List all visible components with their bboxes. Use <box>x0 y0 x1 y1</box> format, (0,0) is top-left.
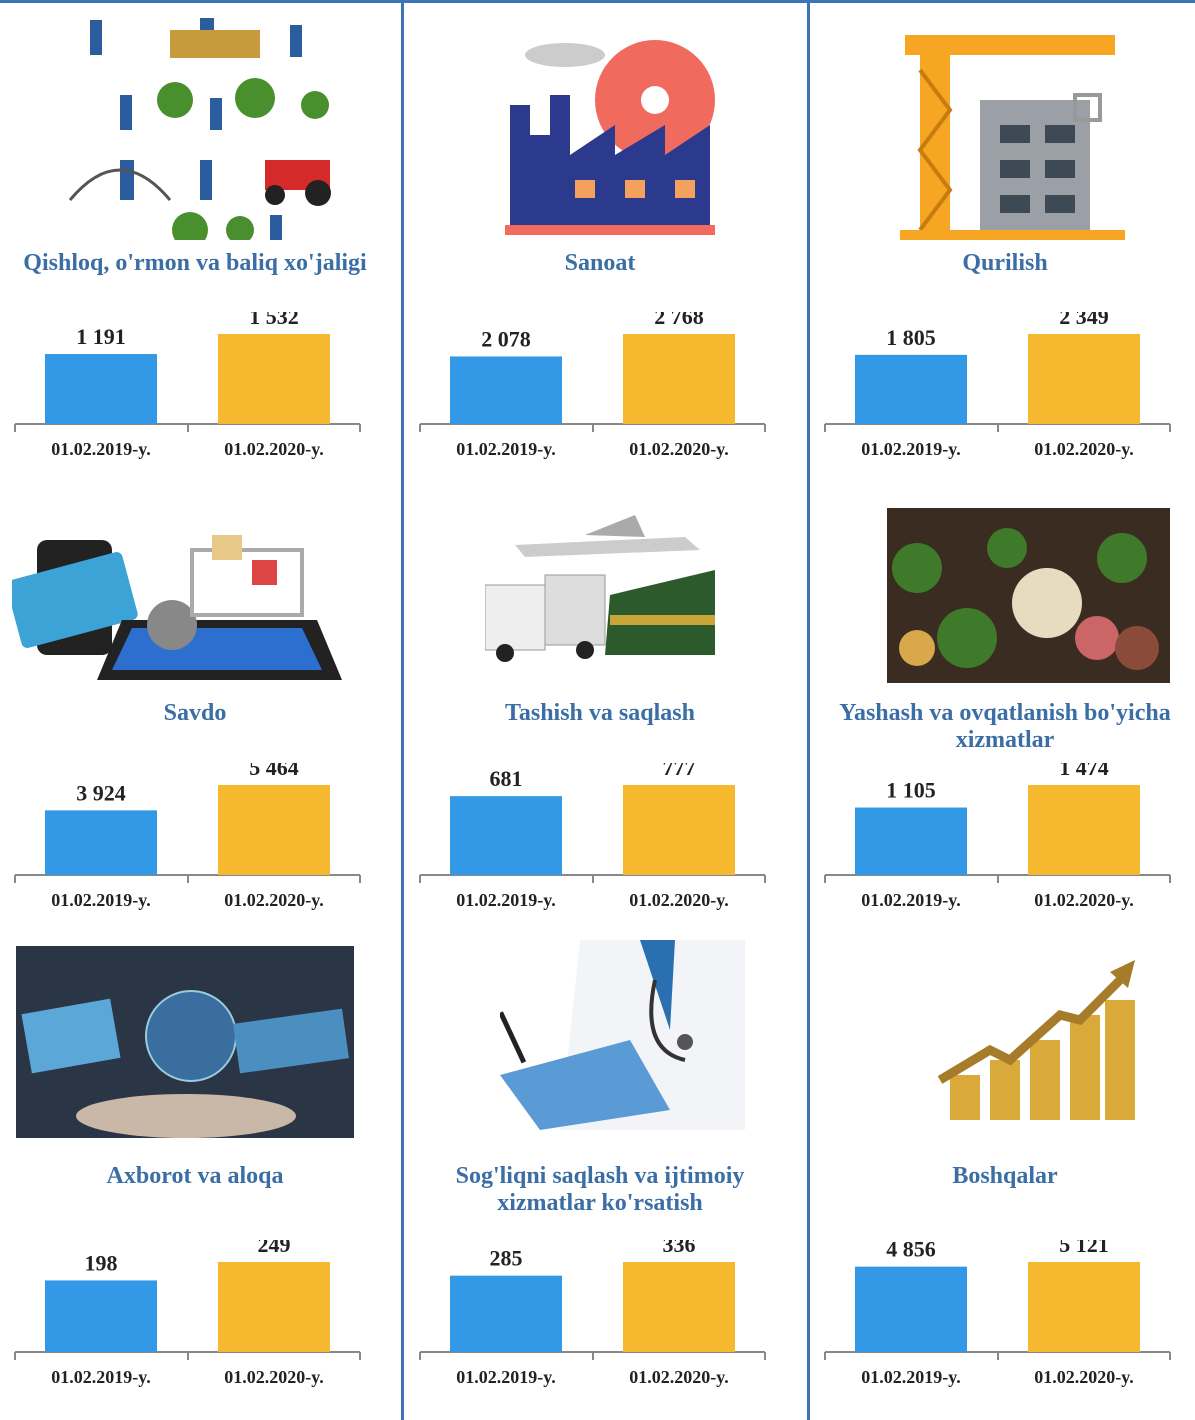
bar-chart: 3 924 01.02.2019-y. 5 464 01.02.2020-y. <box>14 763 361 910</box>
category-label: 01.02.2020-y. <box>224 439 324 459</box>
value-label: 1 105 <box>886 778 936 803</box>
bar <box>45 810 157 875</box>
category-label: 01.02.2020-y. <box>1034 890 1134 910</box>
top-border <box>0 0 1195 3</box>
bar <box>855 807 967 875</box>
bar <box>855 354 967 424</box>
category-label: 01.02.2019-y. <box>861 890 961 910</box>
panel-title: Qurilish <box>962 250 1048 276</box>
value-label: 5 121 <box>1059 1240 1109 1257</box>
category-label: 01.02.2020-y. <box>224 890 324 910</box>
value-label: 1 474 <box>1059 763 1109 780</box>
category-label: 01.02.2020-y. <box>629 1367 729 1387</box>
bar-chart: 4 856 01.02.2019-y. 5 121 01.02.2020-y. <box>824 1240 1171 1387</box>
bar <box>1028 334 1140 424</box>
panel-title: Sog'liqni saqlash va ijtimoiy xizmatlar … <box>455 1163 745 1216</box>
agriculture-image <box>68 18 331 240</box>
bar <box>218 785 330 875</box>
value-label: 5 464 <box>249 763 299 780</box>
value-label: 2 078 <box>481 326 531 351</box>
industry-image <box>505 40 715 235</box>
bar <box>218 334 330 424</box>
value-label: 4 856 <box>886 1240 936 1262</box>
value-label: 1 532 <box>249 312 299 329</box>
healthcare-image <box>500 940 745 1130</box>
panel-title: Boshqalar <box>952 1163 1058 1189</box>
transport-image <box>485 515 715 662</box>
category-label: 01.02.2019-y. <box>456 1367 556 1387</box>
bar-chart: 1 805 01.02.2019-y. 2 349 01.02.2020-y. <box>824 312 1171 459</box>
bar-chart: 2 078 01.02.2019-y. 2 768 01.02.2020-y. <box>419 312 766 459</box>
value-label: 2 768 <box>654 312 704 329</box>
bar <box>623 785 735 875</box>
column-divider <box>401 0 404 1420</box>
ict-image <box>16 946 354 1138</box>
bar <box>1028 1262 1140 1352</box>
bar-chart: 1 191 01.02.2019-y. 1 532 01.02.2020-y. <box>14 312 361 459</box>
value-label: 3 924 <box>76 780 126 805</box>
panel-title: Tashish va saqlash <box>505 700 695 726</box>
category-label: 01.02.2019-y. <box>51 439 151 459</box>
bar-chart: 285 01.02.2019-y. 336 01.02.2020-y. <box>419 1240 766 1387</box>
category-label: 01.02.2020-y. <box>629 439 729 459</box>
value-label: 336 <box>663 1240 696 1257</box>
bar <box>45 354 157 424</box>
others-image <box>937 960 1135 1120</box>
category-label: 01.02.2020-y. <box>1034 439 1134 459</box>
value-label: 285 <box>490 1246 523 1271</box>
category-label: 01.02.2019-y. <box>456 439 556 459</box>
value-label: 249 <box>258 1240 291 1257</box>
trade-image <box>12 535 342 680</box>
bar <box>450 1275 562 1352</box>
category-label: 01.02.2020-y. <box>224 1367 324 1387</box>
food-image <box>887 508 1170 683</box>
bar <box>450 796 562 875</box>
panel-title: Qishloq, o'rmon va baliq xo'jaligi <box>23 250 367 276</box>
bar <box>1028 785 1140 875</box>
category-label: 01.02.2019-y. <box>51 1367 151 1387</box>
bar-chart: 681 01.02.2019-y. 777 01.02.2020-y. <box>419 763 766 910</box>
bar <box>855 1266 967 1352</box>
category-label: 01.02.2020-y. <box>629 890 729 910</box>
bar-chart: 1 105 01.02.2019-y. 1 474 01.02.2020-y. <box>824 763 1171 910</box>
construction-image <box>900 35 1125 240</box>
category-label: 01.02.2019-y. <box>456 890 556 910</box>
value-label: 198 <box>85 1250 118 1275</box>
value-label: 681 <box>490 766 523 791</box>
category-label: 01.02.2019-y. <box>861 439 961 459</box>
value-label: 1 805 <box>886 325 936 350</box>
category-label: 01.02.2019-y. <box>861 1367 961 1387</box>
bar-chart: 198 01.02.2019-y. 249 01.02.2020-y. <box>14 1240 361 1387</box>
bar <box>623 334 735 424</box>
panel-title: Yashash va ovqatlanish bo'yicha xizmatla… <box>839 700 1171 753</box>
bar <box>623 1262 735 1352</box>
value-label: 1 191 <box>76 324 126 349</box>
value-label: 777 <box>663 763 696 780</box>
bar <box>450 356 562 424</box>
panel-title: Axborot va aloqa <box>106 1163 284 1189</box>
bar <box>218 1262 330 1352</box>
category-label: 01.02.2020-y. <box>1034 1367 1134 1387</box>
column-divider <box>807 0 810 1420</box>
panel-title: Sanoat <box>564 250 636 276</box>
category-label: 01.02.2019-y. <box>51 890 151 910</box>
value-label: 2 349 <box>1059 312 1109 329</box>
bar <box>45 1280 157 1352</box>
panel-title: Savdo <box>163 700 227 726</box>
